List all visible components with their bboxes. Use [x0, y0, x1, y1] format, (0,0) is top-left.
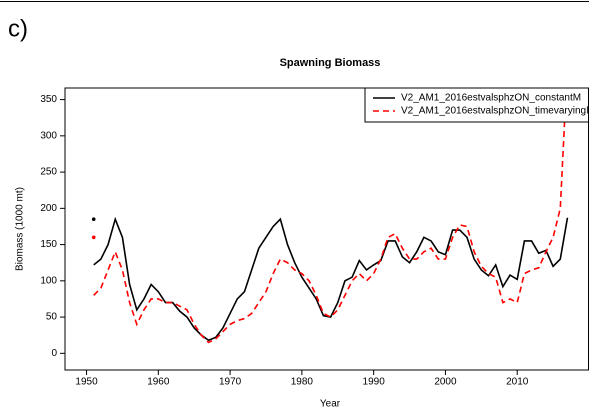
y-tick-label: 50: [46, 312, 58, 323]
x-tick-label: 1950: [75, 377, 98, 388]
y-tick-label: 350: [40, 94, 57, 105]
x-axis-label: Year: [320, 399, 341, 407]
chart-title: Spawning Biomass: [280, 57, 381, 69]
plot-area: [91, 88, 569, 344]
x-tick-label: 2000: [434, 377, 457, 388]
legend-label: V2_AM1_2016estvalsphzON_constantM: [401, 93, 581, 104]
x-tick-label: 2010: [506, 377, 529, 388]
legend-label: V2_AM1_2016estvalsphzON_timevaryingM: [401, 106, 589, 117]
series-line: [93, 216, 569, 342]
legend-box: [364, 87, 589, 123]
x-tick-label: 1990: [363, 377, 386, 388]
y-tick-label: 100: [40, 275, 57, 286]
y-axis-label: Biomass (1000 mt): [15, 187, 26, 271]
plot-frame: [64, 87, 589, 371]
initial-point: [91, 235, 96, 240]
y-tick-label: 300: [40, 130, 57, 141]
x-tick-label: 1960: [147, 377, 170, 388]
y-tick-label: 250: [40, 167, 57, 178]
initial-point: [91, 217, 96, 222]
y-tick-label: 200: [40, 203, 57, 214]
x-tick-label: 1970: [219, 377, 242, 388]
y-tick-label: 0: [51, 348, 57, 359]
y-tick-label: 150: [40, 239, 57, 250]
x-tick-label: 1980: [291, 377, 314, 388]
panel-label: c): [8, 15, 28, 42]
